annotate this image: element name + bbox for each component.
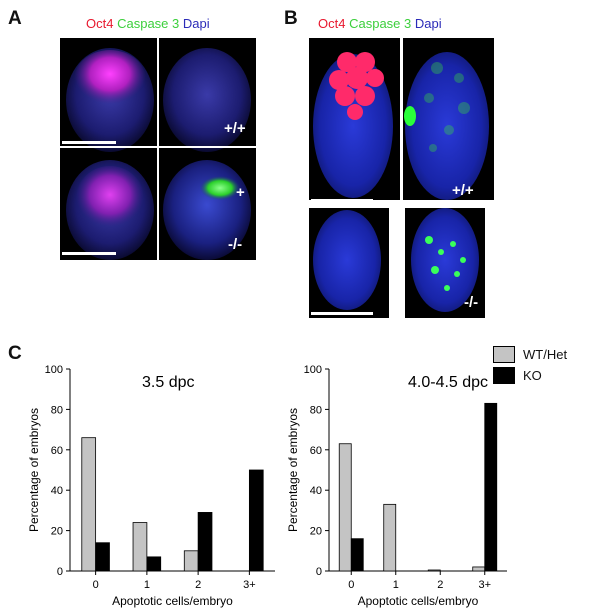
y-tick-label: 100	[45, 364, 63, 376]
panel-a-plus-mark: +	[236, 184, 245, 201]
bar-ko	[95, 542, 110, 572]
x-axis-label: Apoptotic cells/embryo	[358, 594, 479, 608]
caspase3-label: Caspase 3	[117, 16, 180, 31]
x-tick-label: 2	[195, 579, 201, 591]
y-tick-label: 100	[304, 364, 322, 376]
bar-wt-het	[183, 550, 199, 572]
legend-swatch-ko	[493, 367, 515, 384]
panel-a-scalebar-top	[62, 141, 116, 144]
y-axis-label: Percentage of embryos	[286, 408, 300, 532]
bar-ko	[146, 556, 162, 572]
x-tick-label: 0	[348, 579, 354, 591]
oct4-label: Oct4	[86, 16, 114, 31]
panel-b-scalebar-top	[311, 199, 373, 202]
y-tick-label: 20	[310, 526, 322, 538]
legend-label-wt-het: WT/Het	[523, 347, 568, 362]
bar-ko	[484, 402, 498, 572]
y-tick-label: 60	[310, 445, 322, 457]
legend-item-ko: KO	[493, 367, 567, 384]
panel-b-genotype-wt: +/+	[452, 182, 474, 199]
bar-wt-het	[81, 437, 97, 572]
chart-4-0-4-5-dpc: 0 20 40 60 80 100 0 1 2 3+ 4.0-4.5 dpc Apoptotic ce…	[286, 364, 507, 608]
bar-ko	[350, 538, 364, 572]
y-tick-label: 20	[51, 526, 63, 538]
legend: WT/Het KO	[493, 346, 567, 388]
panel-b-micrographs	[309, 38, 494, 323]
y-tick-label: 0	[57, 566, 63, 578]
x-tick-label: 3+	[243, 579, 256, 591]
chart-title: 3.5 dpc	[142, 374, 194, 391]
x-axis-label: Apoptotic cells/embryo	[112, 594, 233, 608]
x-tick-label: 3+	[478, 579, 491, 591]
legend-item-wt-het: WT/Het	[493, 346, 567, 363]
panel-b-scalebar-bottom	[311, 312, 373, 315]
bar-ko	[248, 469, 264, 572]
legend-swatch-wt-het	[493, 346, 515, 363]
x-tick-label: 2	[437, 579, 443, 591]
bar-wt-het	[383, 503, 397, 572]
y-axis-label: Percentage of embryos	[27, 408, 41, 532]
x-tick-label: 1	[393, 579, 399, 591]
y-tick-label: 80	[310, 404, 322, 416]
y-tick-label: 40	[310, 485, 322, 497]
panel-a-stain-title: Oct4 Caspase 3 Dapi	[86, 16, 210, 31]
bar-wt-het	[132, 522, 148, 572]
legend-label-ko: KO	[523, 368, 542, 383]
panel-b-letter: B	[284, 8, 298, 29]
panel-b-stain-title: Oct4 Caspase 3 Dapi	[318, 16, 442, 31]
bar-wt-het	[427, 569, 441, 572]
caspase3-label: Caspase 3	[349, 16, 412, 31]
panel-c-letter: C	[8, 343, 22, 364]
panel-a-micrographs	[60, 38, 256, 265]
y-tick-label: 60	[51, 445, 63, 457]
panel-a-scalebar-bottom	[62, 252, 116, 255]
x-tick-label: 0	[93, 579, 99, 591]
panel-a-genotype-ko: -/-	[228, 236, 243, 253]
y-tick-label: 0	[316, 566, 322, 578]
y-tick-label: 40	[51, 485, 63, 497]
x-tick-label: 1	[144, 579, 150, 591]
oct4-label: Oct4	[318, 16, 346, 31]
bar-wt-het	[472, 566, 486, 572]
dapi-label: Dapi	[182, 16, 210, 31]
bar-wt-het	[338, 443, 352, 572]
panel-a-genotype-wt: +/+	[224, 120, 246, 137]
bar-ko	[197, 512, 213, 572]
panel-a-letter: A	[8, 8, 22, 29]
chart-3-5-dpc: 0 20 40 60 80 100 0 1 2 3+ 3.5 dpc Apoptotic cells/…	[27, 364, 275, 608]
panel-b-genotype-ko: -/-	[464, 294, 479, 311]
chart-title: 4.0-4.5 dpc	[408, 374, 488, 391]
y-tick-label: 80	[51, 404, 63, 416]
dapi-label: Dapi	[414, 16, 442, 31]
